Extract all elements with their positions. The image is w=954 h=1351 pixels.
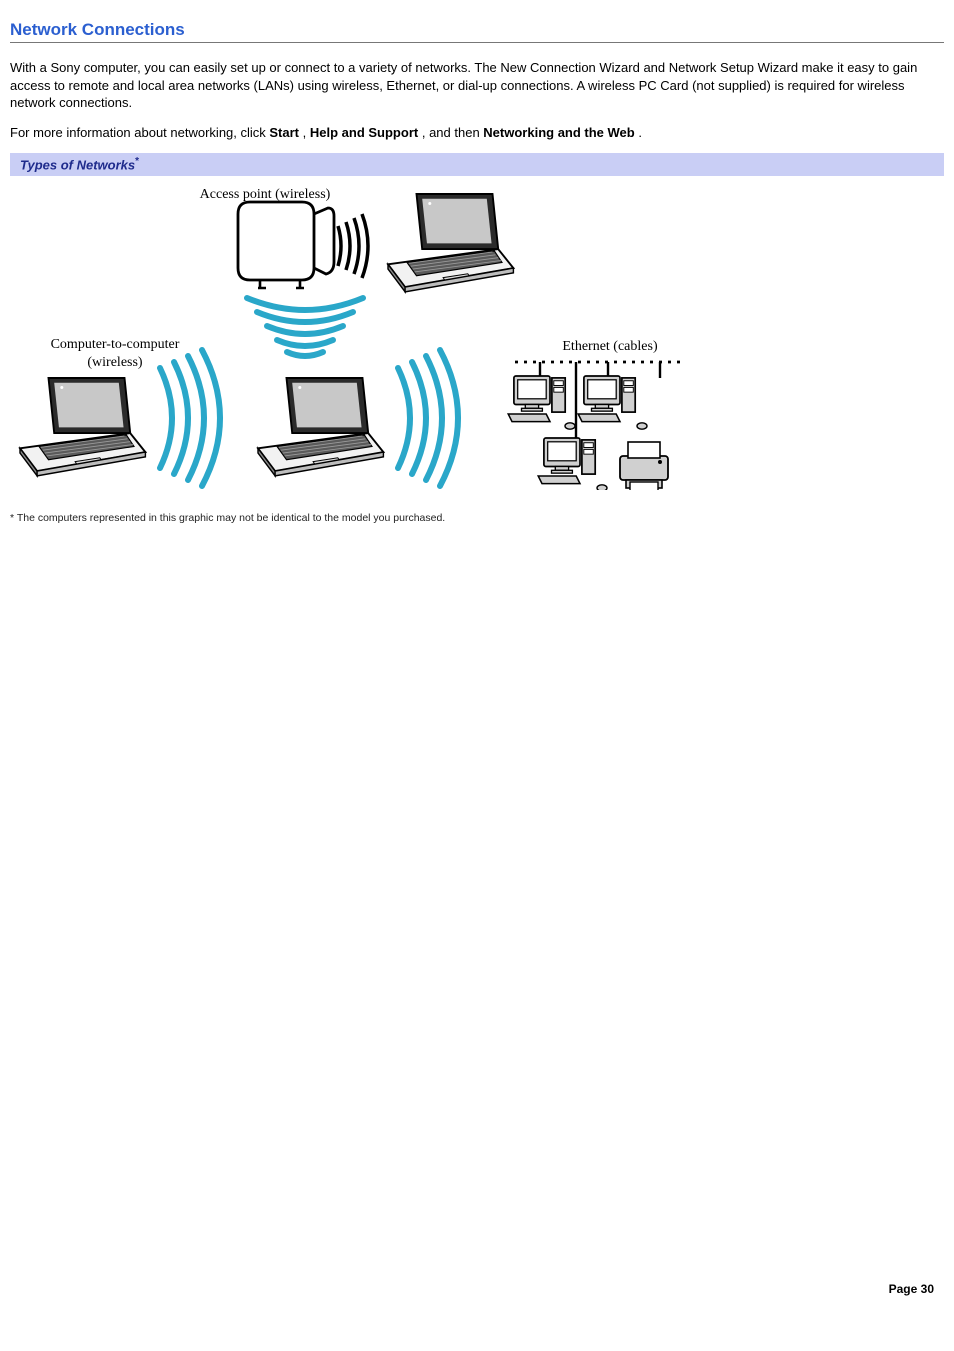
desktop-icon (508, 376, 565, 422)
title-rule (10, 42, 944, 43)
more-info-start: Start (269, 125, 299, 140)
label-access-point: Access point (wireless) (200, 187, 331, 202)
figure-caption-marker: * (135, 156, 139, 167)
page-number-prefix: Page (889, 1282, 921, 1296)
label-c2c-2: (wireless) (87, 355, 143, 370)
c2c-right-group (258, 350, 458, 486)
desktop-icon (538, 438, 595, 484)
desktop-icon (578, 376, 635, 422)
page-title: Network Connections (10, 20, 944, 40)
intro-paragraph: With a Sony computer, you can easily set… (10, 59, 944, 112)
types-of-networks-figure: Access point (wireless) Ethernet (cables… (10, 176, 944, 498)
figure-caption-bar: Types of Networks* (10, 153, 944, 175)
wireless-arcs-icon (398, 350, 458, 486)
c2c-left-group (20, 350, 220, 486)
more-info-sep: , (303, 125, 310, 140)
label-c2c-1: Computer-to-computer (51, 337, 180, 352)
laptop-icon (258, 378, 383, 476)
wireless-waves-icon (247, 298, 363, 356)
access-point-icon (238, 202, 368, 288)
page-number: Page 30 (889, 1282, 934, 1296)
printer-icon (620, 442, 668, 490)
laptop-icon (388, 194, 513, 292)
page-number-value: 30 (921, 1282, 934, 1296)
more-info-text: For more information about networking, c… (10, 125, 269, 140)
wireless-arcs-icon (160, 350, 220, 486)
more-info-sep: , and then (422, 125, 483, 140)
more-info-help: Help and Support (310, 125, 418, 140)
label-ethernet: Ethernet (cables) (562, 339, 658, 354)
ethernet-group (508, 362, 680, 490)
more-info-suffix: . (638, 125, 642, 140)
figure-footnote: * The computers represented in this grap… (10, 512, 944, 524)
more-info-networking: Networking and the Web (483, 125, 634, 140)
figure-caption-text: Types of Networks (20, 158, 135, 173)
laptop-icon (20, 378, 145, 476)
more-info-paragraph: For more information about networking, c… (10, 124, 944, 142)
